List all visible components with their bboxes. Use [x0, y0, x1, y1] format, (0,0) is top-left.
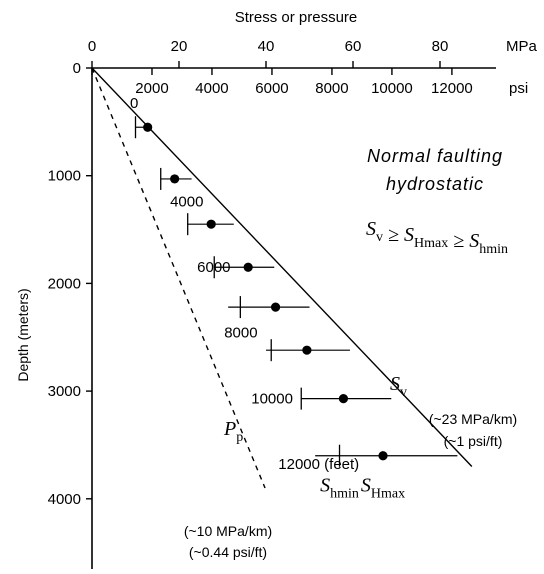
y-axis-title: Depth (meters) [15, 288, 31, 381]
sv-gradient-note-1: (~23 MPa/km) [429, 411, 517, 427]
feet-label: 4000 [170, 193, 203, 210]
pp-gradient-note-2: (~0.44 psi/ft) [189, 544, 267, 560]
depth-tick-label: 0 [73, 60, 81, 77]
chart-title: Normal faulting [367, 146, 503, 166]
shmax-series-label: SHmax [361, 475, 405, 502]
psi-tick-label: 8000 [315, 80, 348, 97]
depth-tick-label: 1000 [48, 168, 81, 185]
shmax-marker [206, 219, 216, 229]
feet-label: 8000 [224, 325, 257, 342]
sv-line-label: Sv [390, 373, 407, 400]
shmax-marker [270, 302, 281, 312]
psi-tick-label: 2000 [135, 80, 168, 97]
chart-subtitle: hydrostatic [386, 174, 484, 194]
mpa-tick-label: 60 [345, 38, 362, 55]
psi-tick-label: 12000 [431, 80, 473, 97]
psi-tick-label: 10000 [371, 80, 413, 97]
shmax-marker [143, 122, 153, 132]
depth-tick-label: 2000 [48, 275, 81, 292]
pp-gradient-line [91, 67, 266, 489]
mpa-tick-label: 0 [88, 38, 96, 55]
pp-line-label: Pp [223, 418, 243, 445]
pp-gradient-note-1: (~10 MPa/km) [184, 523, 272, 539]
psi-tick-label: 6000 [255, 80, 288, 97]
feet-label: 0 [130, 95, 138, 112]
feet-label: 12000 (feet) [278, 456, 359, 473]
stress-relation: Sv ≥ SHmax ≥ Shmin [366, 218, 508, 257]
mpa-tick-label: 80 [432, 38, 449, 55]
mpa-tick-label: 20 [171, 38, 188, 55]
shmax-marker [338, 394, 349, 404]
sv-gradient-line [91, 67, 473, 467]
mpa-tick-label: 40 [258, 38, 275, 55]
mpa-unit-label: MPa [506, 38, 538, 55]
sv-gradient-note-2: (~1 psi/ft) [444, 433, 503, 449]
shmax-marker [302, 345, 312, 355]
psi-unit-label: psi [509, 80, 528, 97]
shmax-marker [243, 262, 253, 272]
psi-tick-label: 4000 [195, 80, 228, 97]
depth-tick-label: 3000 [48, 383, 81, 400]
shmax-marker [378, 451, 388, 461]
x-axis-title: Stress or pressure [235, 9, 358, 26]
shmax-marker [170, 174, 180, 184]
feet-label: 10000 [251, 390, 293, 407]
depth-tick-label: 4000 [48, 491, 81, 508]
shmin-series-label: Shmin [320, 475, 359, 502]
